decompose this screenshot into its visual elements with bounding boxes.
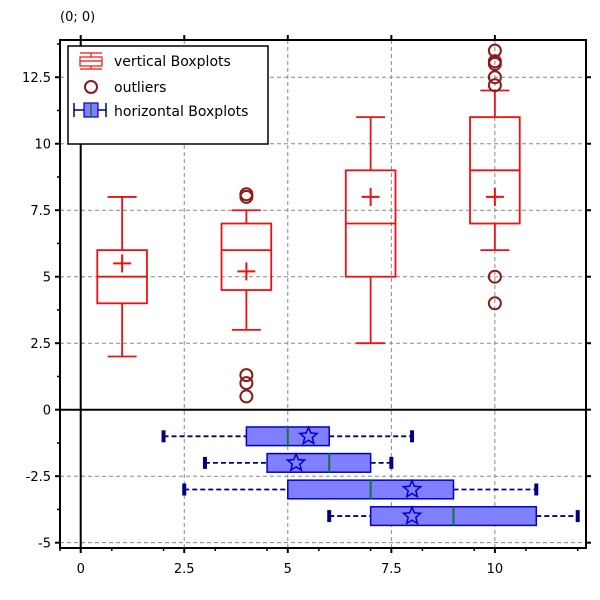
x-tick-label: 7.5 xyxy=(381,562,402,577)
legend-outlier-icon xyxy=(84,80,98,94)
legend: vertical Boxplots outliers horizontal Bo… xyxy=(67,45,269,145)
y-tick-label: 12.5 xyxy=(22,71,51,86)
outlier-point xyxy=(239,368,254,383)
legend-vertical-boxplot-icon xyxy=(79,52,103,70)
x-tick-label: 10 xyxy=(487,562,504,577)
y-tick-label: 7.5 xyxy=(30,204,51,219)
mean-star-marker xyxy=(298,425,319,446)
outlier-point xyxy=(487,70,502,85)
coordinate-readout: (0; 0) xyxy=(60,10,96,25)
horizontal-boxplots xyxy=(161,425,580,527)
outlier-point xyxy=(487,78,502,93)
x-tick-label: 5 xyxy=(284,562,292,577)
y-tick-label: 0 xyxy=(43,404,51,419)
y-tick-label: 2.5 xyxy=(30,337,51,352)
y-tick-label: -5 xyxy=(38,537,51,552)
mean-star-marker xyxy=(401,505,423,525)
x-tick-label: 0 xyxy=(77,562,85,577)
outlier-point xyxy=(487,56,502,71)
box xyxy=(266,452,372,473)
y-tick-label: 10 xyxy=(34,138,51,153)
legend-label-horizontal: horizontal Boxplots xyxy=(114,104,248,120)
horizontal-boxplot-4 xyxy=(327,505,580,527)
plot-frame xyxy=(59,39,587,549)
outlier-point xyxy=(487,296,502,311)
horizontal-boxplot-3 xyxy=(182,478,539,500)
legend-label-outliers: outliers xyxy=(114,80,166,96)
grid-lines xyxy=(60,40,586,548)
x-tick-labels: 0 2.5 5 7.5 10 xyxy=(77,562,504,577)
horizontal-boxplot-2 xyxy=(202,451,394,473)
outlier-point xyxy=(487,269,502,284)
box xyxy=(220,222,273,291)
outlier-point xyxy=(239,376,254,391)
vertical-boxplot-4 xyxy=(469,43,521,311)
outlier-point xyxy=(239,389,254,404)
horizontal-boxplot-1 xyxy=(161,425,415,447)
mean-star-marker xyxy=(285,451,307,472)
y-tick-label: -2.5 xyxy=(26,470,51,485)
vertical-boxplot-1 xyxy=(96,196,148,358)
legend-label-vertical: vertical Boxplots xyxy=(114,54,231,70)
outlier-point xyxy=(239,187,254,202)
y-tick-labels: 12.5 10 7.5 5 2.5 0 -2.5 -5 xyxy=(22,71,51,551)
vertical-boxplot-3 xyxy=(344,116,397,345)
x-tick-label: 2.5 xyxy=(174,562,195,577)
vertical-boxplot-2 xyxy=(220,187,273,404)
y-tick-label: 5 xyxy=(43,271,51,286)
outlier-point xyxy=(487,43,502,58)
legend-horizontal-boxplot-icon xyxy=(73,102,107,118)
legend-box xyxy=(67,45,269,145)
vertical-boxplots xyxy=(96,43,521,404)
mean-star-marker xyxy=(401,478,423,499)
